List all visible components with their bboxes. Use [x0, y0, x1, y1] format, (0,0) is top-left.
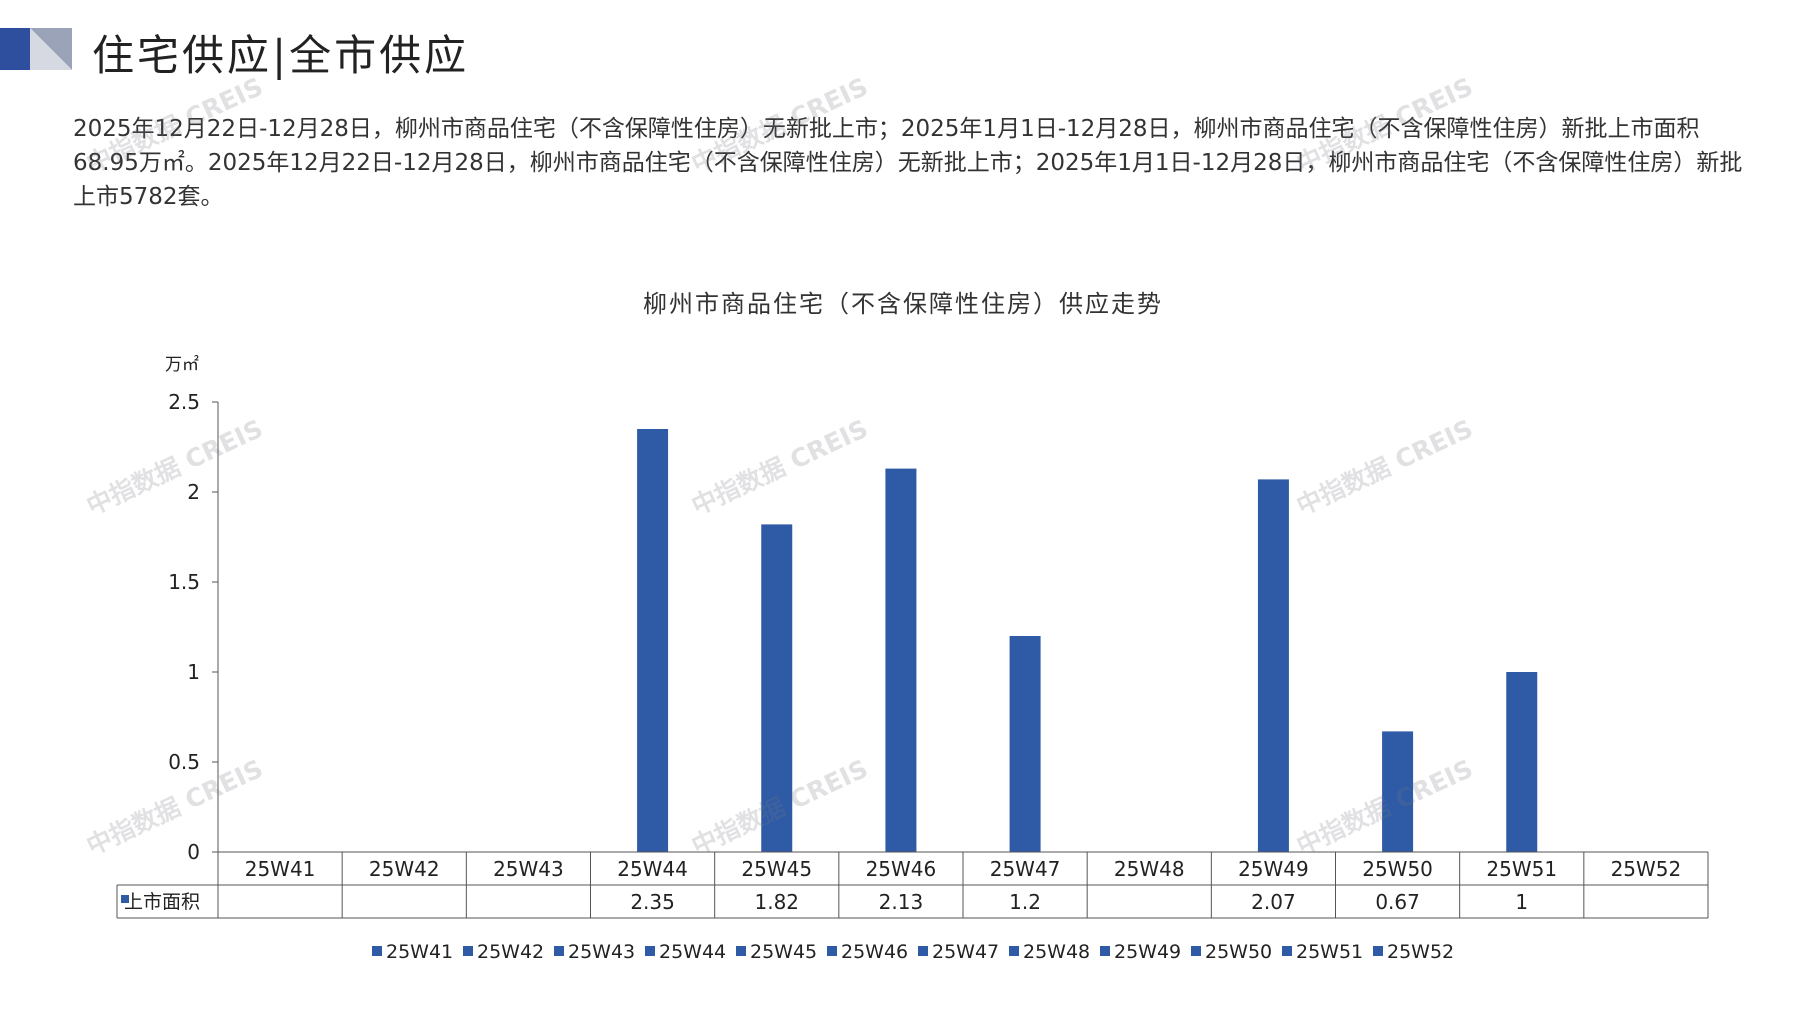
chart-title: 柳州市商品住宅（不含保障性住房）供应走势: [643, 290, 1163, 318]
legend-label: 25W51: [1296, 941, 1363, 963]
x-category-label: 25W41: [245, 857, 316, 881]
legend-label: 25W48: [1023, 941, 1090, 963]
y-axis-unit: 万㎡: [165, 355, 199, 375]
bar-25W44: [637, 429, 669, 852]
y-tick-label: 1: [187, 660, 200, 684]
y-tick-label: 2.5: [168, 390, 200, 414]
bar-25W49: [1257, 479, 1289, 852]
legend-label: 25W43: [568, 941, 635, 963]
x-category-label: 25W51: [1486, 857, 1557, 881]
data-label: 1.82: [754, 890, 799, 914]
legend-swatch: [1009, 946, 1019, 956]
table-legend-key: [121, 895, 129, 903]
header-logo: [0, 28, 72, 70]
legend-swatch: [736, 946, 746, 956]
x-category-label: 25W44: [617, 857, 688, 881]
x-category-label: 25W50: [1362, 857, 1433, 881]
bar-25W47: [1009, 636, 1041, 852]
data-label: 2.35: [630, 890, 675, 914]
legend-swatch: [554, 946, 564, 956]
bar-25W50: [1382, 731, 1414, 852]
legend-swatch: [1100, 946, 1110, 956]
x-category-label: 25W48: [1114, 857, 1185, 881]
x-category-label: 25W45: [741, 857, 812, 881]
table-series-name: 上市面积: [124, 891, 200, 913]
x-category-label: 25W46: [866, 857, 937, 881]
legend-label: 25W46: [841, 941, 908, 963]
bar-25W46: [885, 468, 917, 852]
bar-25W51: [1506, 672, 1538, 852]
legend-label: 25W50: [1205, 941, 1272, 963]
legend-swatch: [645, 946, 655, 956]
legend-label: 25W42: [477, 941, 544, 963]
page-title: 住宅供应|全市供应: [92, 31, 470, 80]
x-category-label: 25W42: [369, 857, 440, 881]
legend-label: 25W41: [386, 941, 453, 963]
legend-swatch: [1191, 946, 1201, 956]
x-category-label: 25W47: [990, 857, 1061, 881]
legend-label: 25W45: [750, 941, 817, 963]
x-category-label: 25W52: [1611, 857, 1682, 881]
legend-swatch: [463, 946, 473, 956]
legend-swatch: [1373, 946, 1383, 956]
y-tick-label: 1.5: [168, 570, 200, 594]
legend-label: 25W49: [1114, 941, 1181, 963]
summary-text: 2025年12月22日-12月28日，柳州市商品住宅（不含保障性住房）无新批上市…: [73, 116, 1743, 210]
legend-swatch: [918, 946, 928, 956]
legend-label: 25W52: [1387, 941, 1454, 963]
x-category-label: 25W49: [1238, 857, 1309, 881]
legend-swatch: [1282, 946, 1292, 956]
bar-25W45: [761, 524, 793, 852]
legend-swatch: [827, 946, 837, 956]
data-label: 2.13: [879, 890, 924, 914]
y-tick-label: 2: [187, 480, 200, 504]
data-label: 1: [1515, 890, 1528, 914]
data-label: 1.2: [1009, 890, 1041, 914]
x-category-label: 25W43: [493, 857, 564, 881]
data-label: 0.67: [1375, 890, 1420, 914]
data-label: 2.07: [1251, 890, 1296, 914]
legend-label: 25W44: [659, 941, 726, 963]
y-tick-label: 0: [187, 840, 200, 864]
legend-label: 25W47: [932, 941, 999, 963]
legend-swatch: [372, 946, 382, 956]
y-tick-label: 0.5: [168, 750, 200, 774]
